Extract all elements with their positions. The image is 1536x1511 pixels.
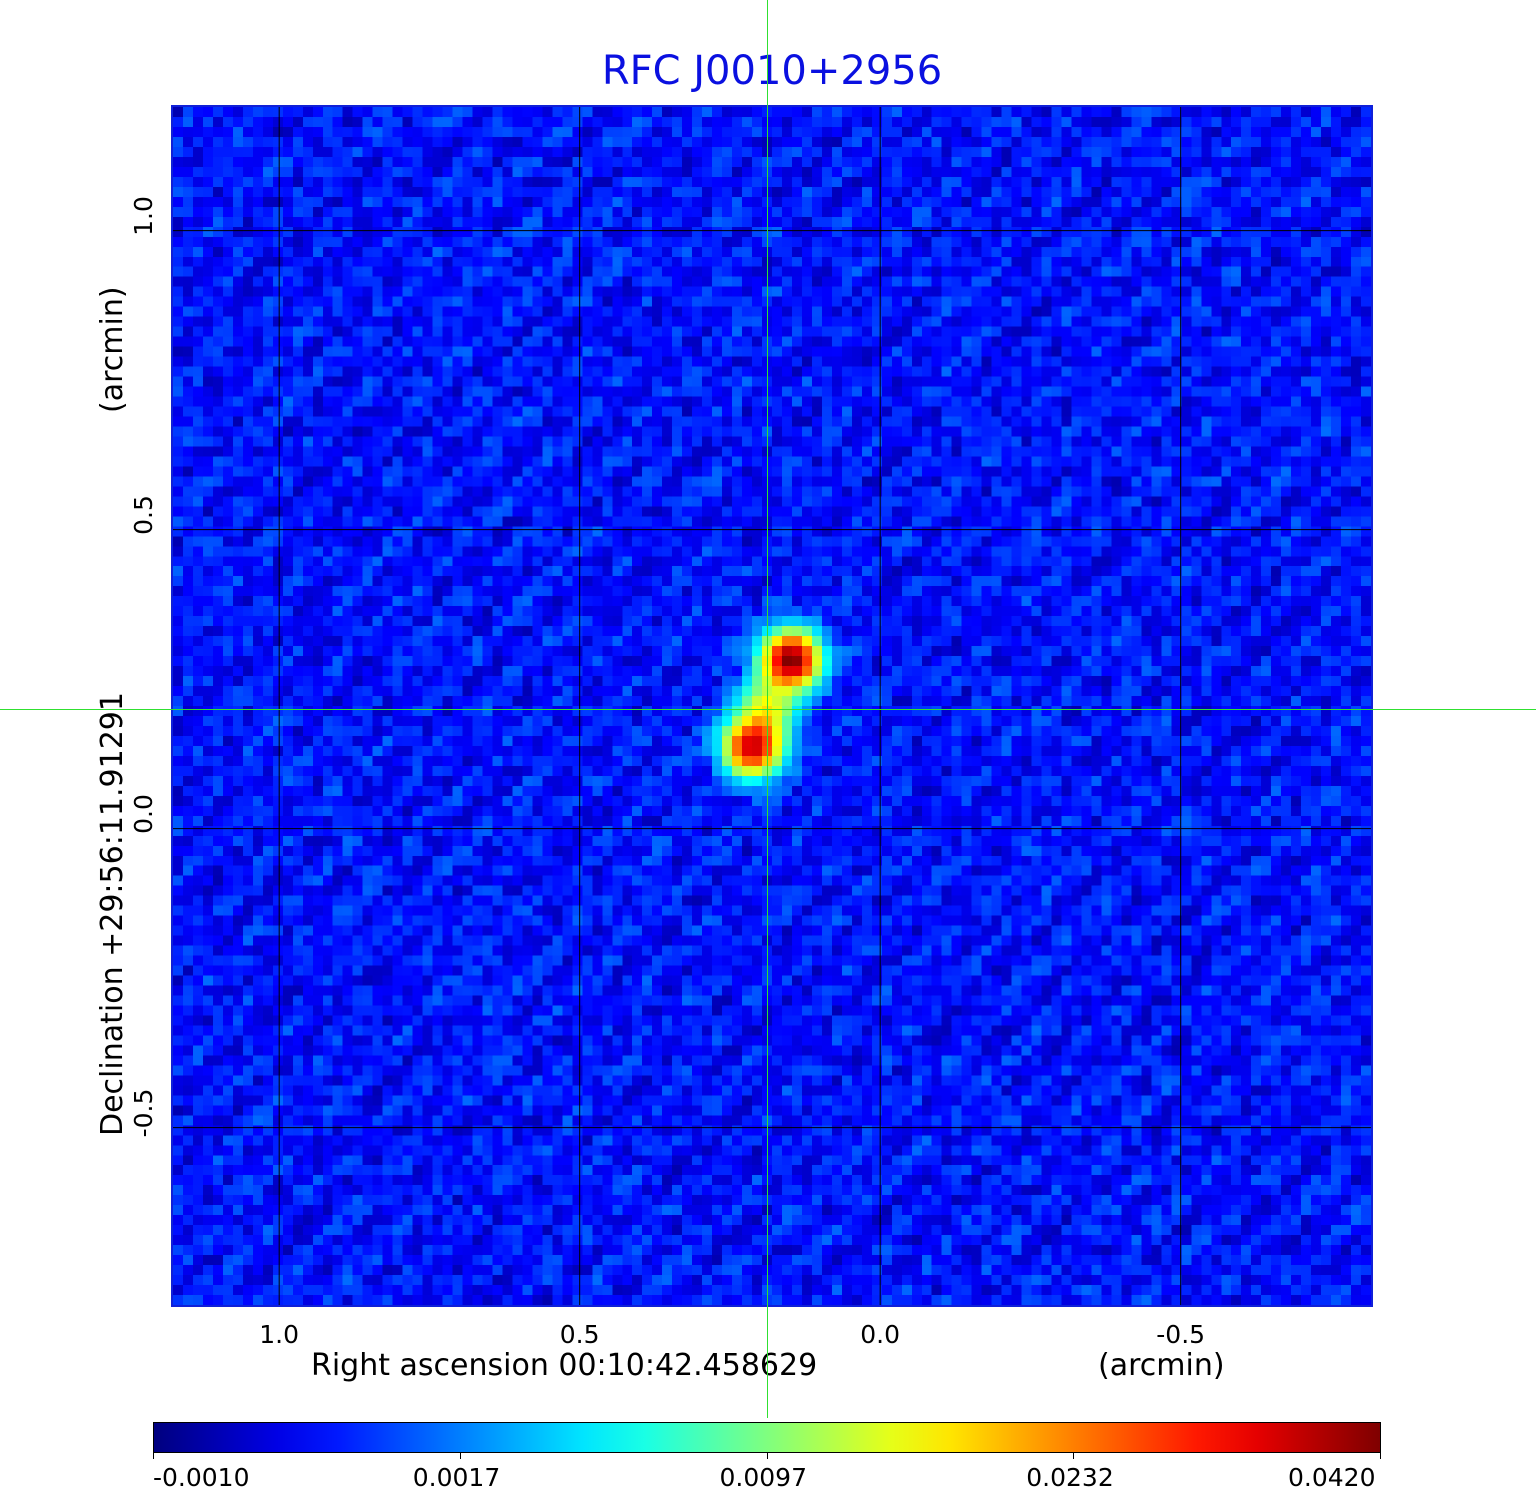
image-plot-area bbox=[171, 105, 1373, 1307]
y-axis-label: Declination +29:56:11.91291 bbox=[95, 692, 130, 1136]
y-axis-unit: (arcmin) bbox=[95, 286, 130, 413]
colorbar-tick-label: 0.0232 bbox=[1026, 1463, 1114, 1492]
x-tick-label: 1.0 bbox=[259, 1320, 300, 1349]
colorbar-tick-mark bbox=[766, 1453, 768, 1459]
y-tick-label: -0.5 bbox=[129, 1088, 158, 1137]
colorbar-tick-label: 0.0017 bbox=[412, 1463, 501, 1492]
colorbar bbox=[153, 1422, 1381, 1453]
chart-title: RFC J0010+2956 bbox=[601, 48, 943, 94]
colorbar-tick-mark bbox=[153, 1453, 154, 1459]
y-tick-label: 0.0 bbox=[129, 793, 158, 834]
y-tick-label: 1.0 bbox=[129, 195, 158, 236]
coordinate-grid bbox=[173, 107, 1371, 1305]
colorbar-tick-mark bbox=[459, 1453, 461, 1459]
colorbar-tick-label: 0.0097 bbox=[719, 1463, 807, 1492]
colorbar-tick-mark bbox=[1073, 1453, 1075, 1459]
x-tick-label: -0.5 bbox=[1156, 1320, 1206, 1349]
y-tick-label: 0.5 bbox=[129, 494, 158, 535]
colorbar-tick-label: 0.0420 bbox=[1288, 1463, 1376, 1492]
x-tick-label: 0.5 bbox=[559, 1320, 600, 1349]
x-axis-label: Right ascension 00:10:42.458629 bbox=[311, 1348, 818, 1383]
crosshair-horizontal bbox=[0, 709, 1536, 710]
x-axis-unit: (arcmin) bbox=[1098, 1348, 1225, 1383]
colorbar-tick-label: -0.0010 bbox=[153, 1463, 250, 1492]
radio-image-heatmap bbox=[173, 107, 1371, 1305]
colorbar-tick-mark bbox=[1380, 1453, 1381, 1459]
x-tick-label: 0.0 bbox=[860, 1320, 901, 1349]
